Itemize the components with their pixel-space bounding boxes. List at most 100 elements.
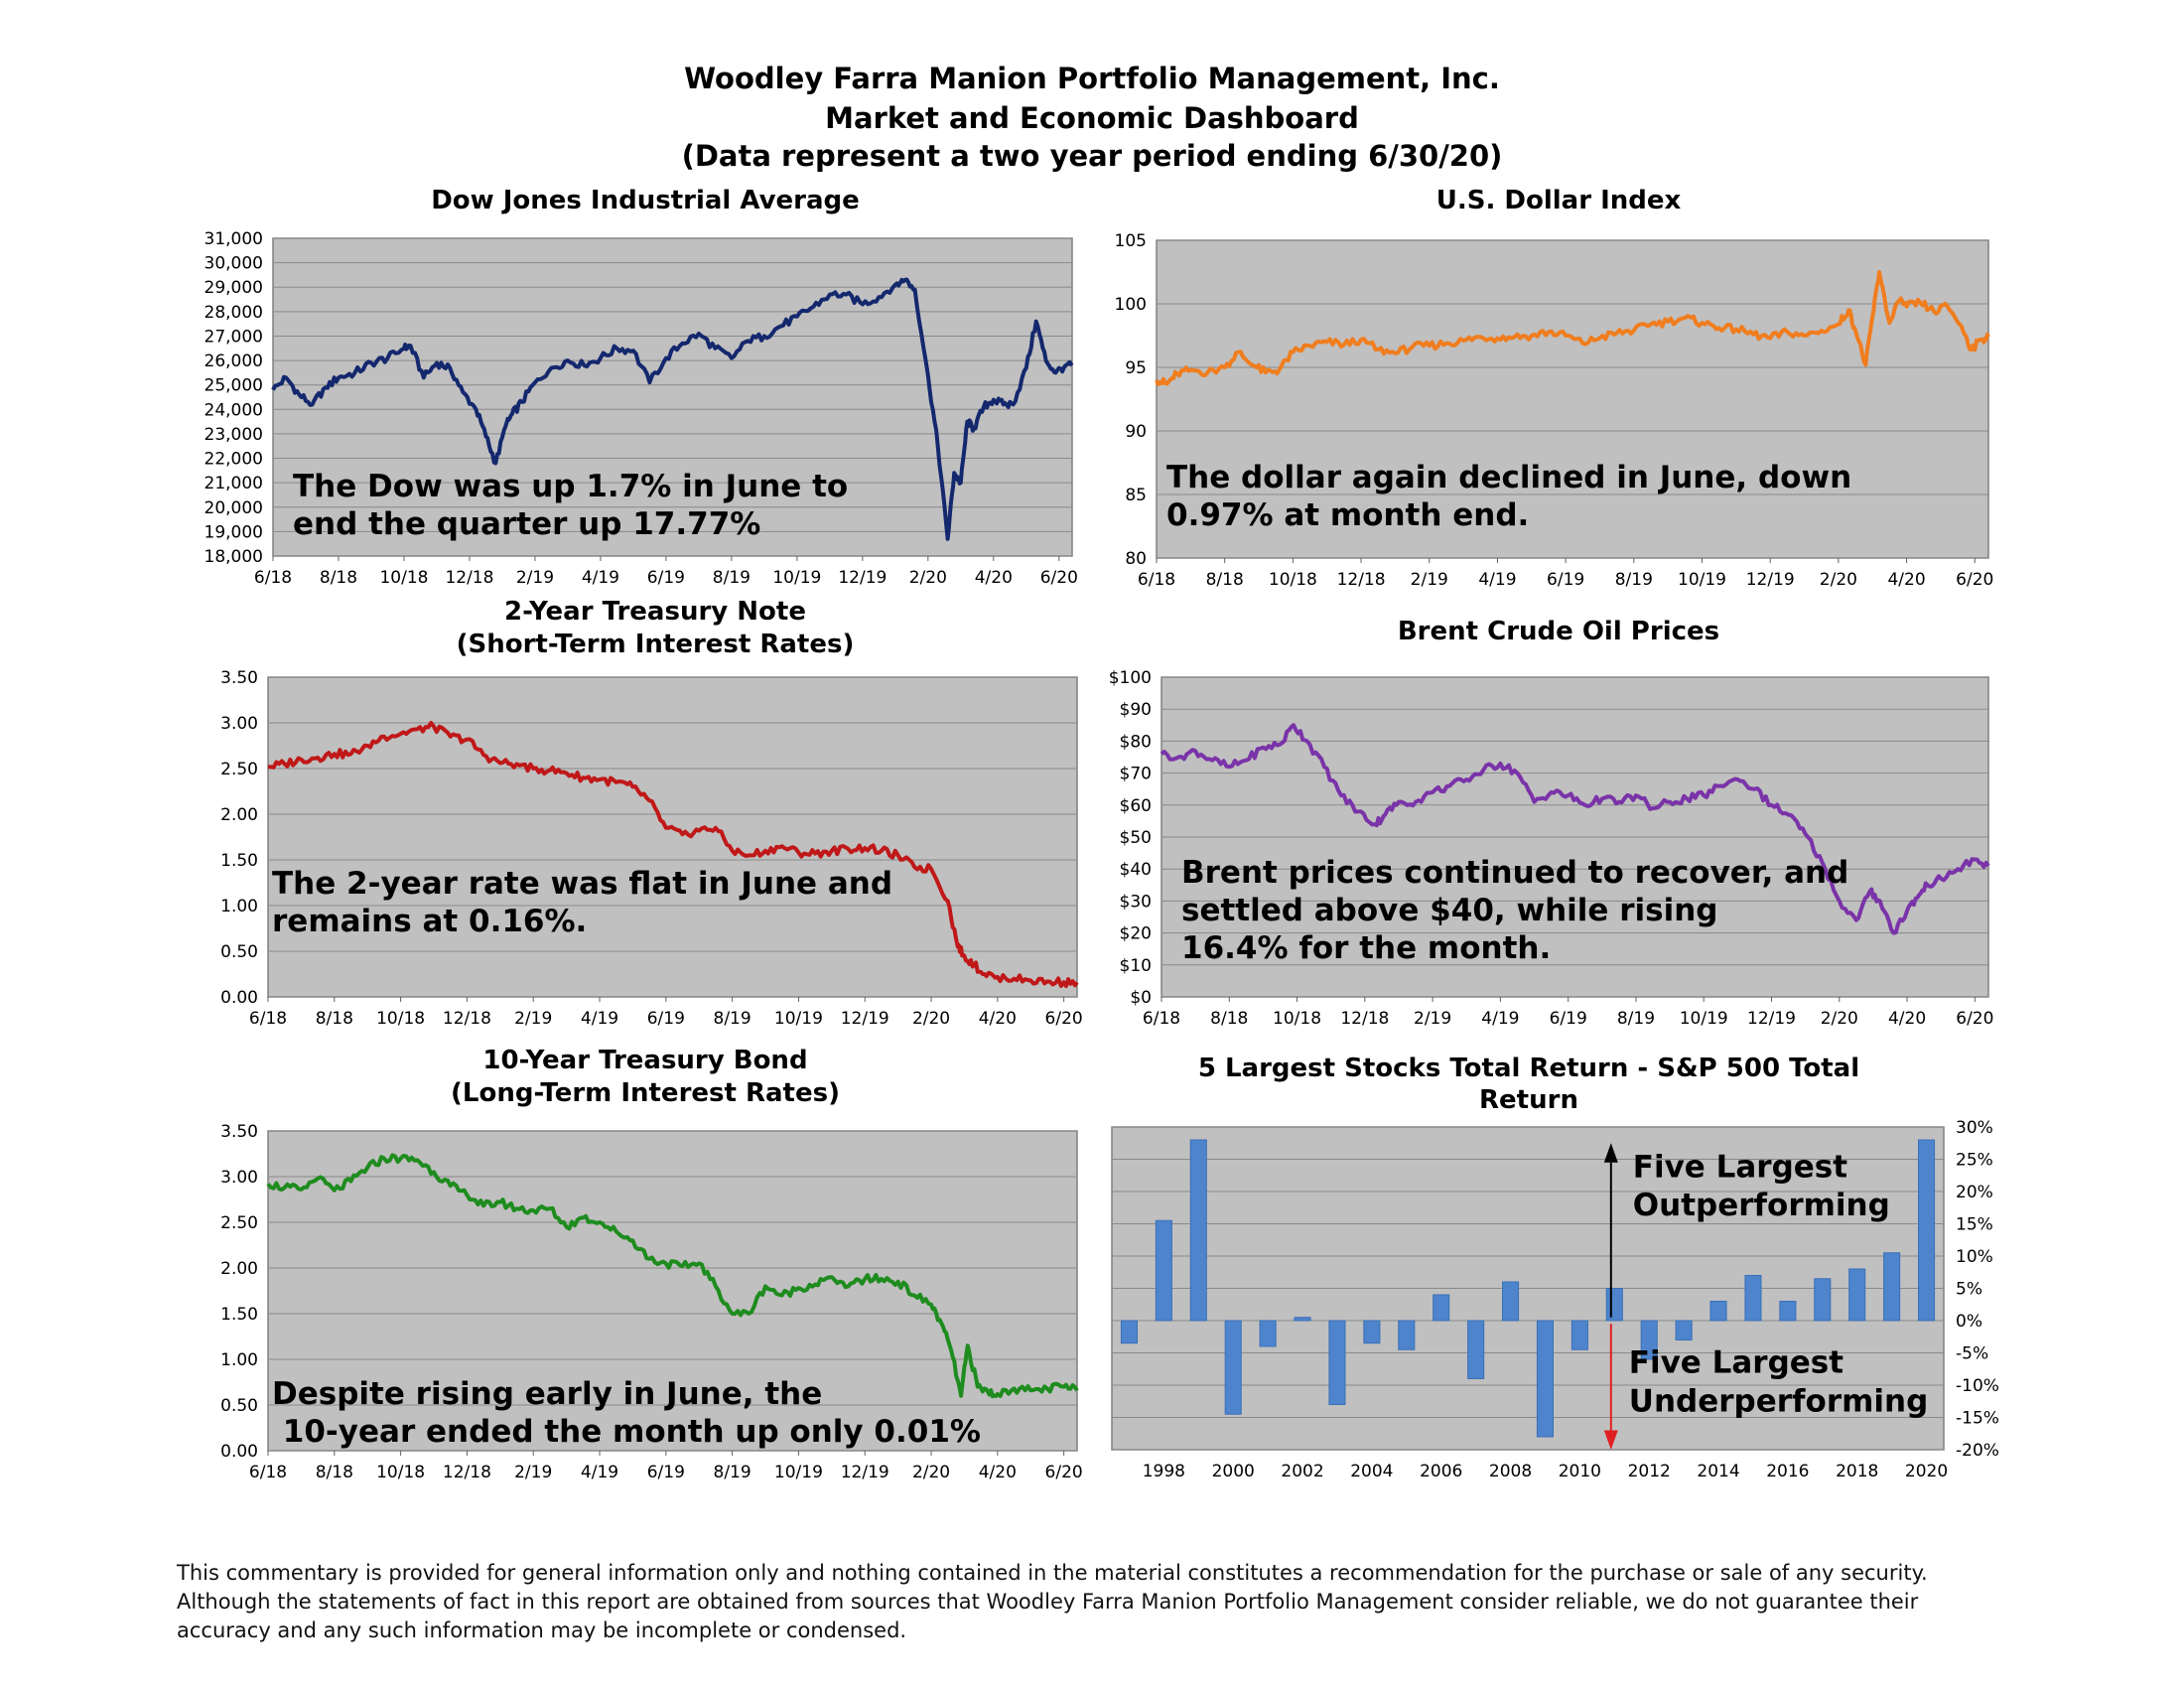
y-tick-label: 3.50: [220, 668, 258, 688]
x-tick-label: 6/19: [1547, 570, 1584, 590]
y-tick-label: 95: [1125, 358, 1147, 378]
x-tick-label: 10/18: [1269, 570, 1317, 590]
annotation-text: 10-year ended the month up only 0.01%: [272, 1414, 981, 1450]
brent-title: Brent Crude Oil Prices: [1397, 617, 1720, 646]
annotation-text: 16.4% for the month.: [1181, 930, 1551, 966]
x-tick-label: 10/19: [772, 568, 821, 588]
x-tick-label: 6/20: [1956, 570, 1993, 590]
x-tick-label: 6/18: [249, 1009, 287, 1029]
y-tick-label: $80: [1120, 732, 1152, 752]
y-tick-label: 18,000: [205, 547, 263, 567]
largest5-title-2: Return: [1479, 1085, 1578, 1115]
x-tick-label: 2006: [1420, 1462, 1462, 1481]
x-tick-label: 10/19: [774, 1463, 823, 1482]
x-tick-label: 6/20: [1045, 1009, 1083, 1029]
y-tick-label: $20: [1120, 924, 1152, 944]
x-tick-label: 2012: [1628, 1462, 1671, 1481]
series-line: [266, 1153, 1079, 1399]
bar: [1363, 1320, 1381, 1344]
bar: [1918, 1139, 1936, 1322]
bar: [1883, 1252, 1901, 1322]
y-tick-label: 85: [1125, 486, 1147, 505]
bar: [1259, 1320, 1277, 1347]
y-tick-label: $70: [1120, 765, 1152, 784]
bar: [1779, 1301, 1797, 1322]
x-tick-label: 2/20: [912, 1009, 950, 1029]
x-tick-label: 2/20: [912, 1463, 950, 1482]
bar: [1433, 1294, 1450, 1322]
t2-title: 2-Year Treasury Note: [504, 597, 806, 627]
y-tick-label: 19,000: [205, 522, 263, 542]
x-tick-label: 6/20: [1956, 1009, 1993, 1029]
y-tick-label: 100: [1115, 295, 1147, 315]
bar: [1155, 1219, 1172, 1322]
bar: [1294, 1317, 1311, 1322]
series-line: [1160, 723, 1990, 935]
disclaimer: This commentary is provided for general …: [177, 1559, 2043, 1645]
x-tick-label: 10/19: [1680, 1009, 1728, 1029]
bar: [1744, 1275, 1762, 1322]
x-tick-label: 4/20: [975, 568, 1013, 588]
y-tick-label: 0.00: [220, 988, 258, 1008]
t10-title: 10-Year Treasury Bond: [482, 1046, 808, 1075]
x-tick-label: 6/19: [647, 1009, 685, 1029]
t2-subtitle: (Short-Term Interest Rates): [456, 630, 855, 659]
y-tick-label: 3.50: [220, 1122, 258, 1142]
y-tick-label: 0%: [1956, 1312, 1982, 1332]
y-tick-label: 5%: [1956, 1280, 1982, 1300]
y-tick-label: $30: [1120, 892, 1152, 912]
header-line-1: Woodley Farra Manion Portfolio Managemen…: [684, 62, 1500, 95]
y-tick-label: 28,000: [205, 303, 263, 323]
y-tick-label: $50: [1120, 828, 1152, 848]
plot-area: [1156, 239, 1989, 559]
x-tick-label: 1998: [1143, 1462, 1185, 1481]
y-tick-label: 23,000: [205, 425, 263, 445]
x-tick-label: 4/19: [581, 1463, 618, 1482]
plot-area: [272, 237, 1073, 557]
y-tick-label: $90: [1120, 700, 1152, 720]
plot-area: [267, 676, 1078, 998]
x-tick-label: 6/18: [1143, 1009, 1180, 1029]
series-line: [271, 277, 1074, 541]
brent-chart: $0 $10 $20 $30 $40 $50 $60 $70 $80 $90 $100 6/18 8/1…: [1109, 668, 1994, 1029]
x-tick-label: 2004: [1350, 1462, 1393, 1481]
x-tick-label: 8/19: [714, 1009, 751, 1029]
x-tick-label: 10/18: [1273, 1009, 1321, 1029]
x-tick-label: 4/19: [581, 1009, 618, 1029]
y-tick-label: 80: [1125, 549, 1147, 569]
x-tick-label: 4/20: [1888, 1009, 1926, 1029]
y-tick-label: -5%: [1956, 1344, 1988, 1364]
plot-area: [267, 1130, 1078, 1452]
x-tick-label: 8/19: [1615, 570, 1653, 590]
y-tick-label: 25%: [1956, 1151, 1993, 1171]
y-tick-label: -10%: [1956, 1376, 1999, 1396]
y-tick-label: 20%: [1956, 1183, 1993, 1202]
x-tick-label: 8/18: [316, 1463, 353, 1482]
y-tick-label: 26,000: [205, 352, 263, 371]
y-tick-label: $60: [1120, 796, 1152, 816]
disclaimer-line-2: Although the statements of fact in this …: [177, 1590, 1919, 1614]
x-tick-label: 2010: [1559, 1462, 1601, 1481]
x-tick-label: 2002: [1281, 1462, 1323, 1481]
y-tick-label: $0: [1130, 988, 1152, 1008]
x-tick-label: 2/19: [514, 1463, 552, 1482]
x-tick-label: 4/20: [979, 1463, 1017, 1482]
y-tick-label: 24,000: [205, 400, 263, 420]
y-tick-label: 3.00: [220, 1168, 258, 1188]
y-tick-label: 10%: [1956, 1247, 1993, 1267]
x-tick-label: 6/18: [1138, 570, 1175, 590]
bar: [1328, 1320, 1346, 1405]
x-tick-label: 10/18: [376, 1009, 425, 1029]
y-tick-label: 1.50: [220, 851, 258, 871]
x-tick-label: 8/19: [713, 568, 751, 588]
y-tick-label: 2.00: [220, 1259, 258, 1279]
y-tick-label: 30,000: [205, 254, 263, 274]
y-tick-label: $10: [1120, 956, 1152, 976]
bar: [1605, 1288, 1623, 1322]
x-tick-label: 6/18: [249, 1463, 287, 1482]
x-tick-label: 6/20: [1040, 568, 1078, 588]
y-tick-label: -15%: [1956, 1409, 1999, 1429]
y-tick-label: 0.50: [220, 1396, 258, 1416]
annotation-text: The 2-year rate was flat in June and: [272, 866, 892, 902]
y-tick-label: 25,000: [205, 376, 263, 396]
